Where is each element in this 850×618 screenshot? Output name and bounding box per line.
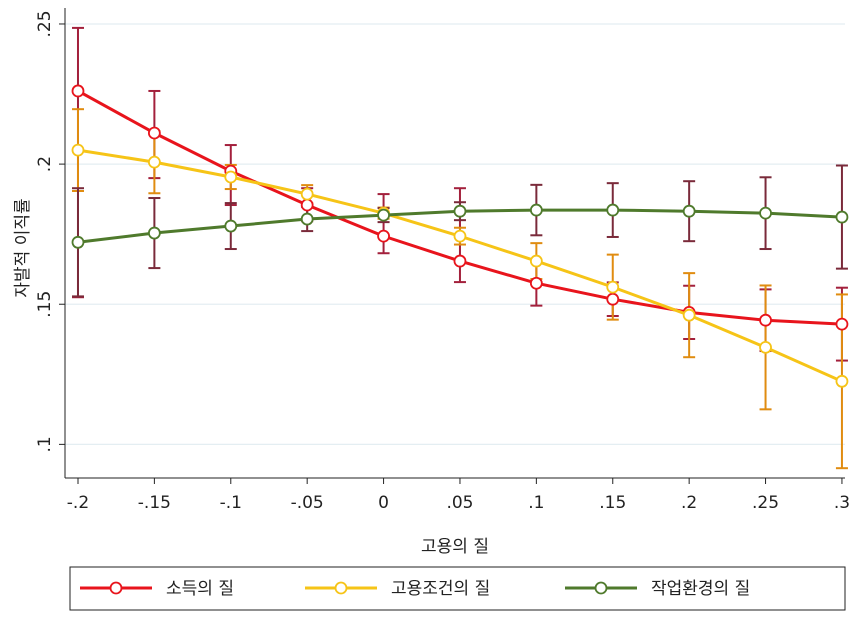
point: [835, 374, 849, 388]
x-tick-label: .3: [834, 493, 850, 513]
x-tick-label: .15: [599, 493, 626, 513]
x-tick-label: -.15: [138, 493, 171, 513]
point: [147, 226, 161, 240]
legend-marker: [109, 581, 123, 595]
point: [300, 198, 314, 212]
point: [682, 204, 696, 218]
point: [759, 340, 772, 354]
point: [529, 254, 543, 268]
x-axis-title: 고용의 질: [421, 537, 489, 557]
point: [759, 206, 772, 220]
x-tick-label: .25: [752, 493, 779, 513]
point: [606, 203, 620, 217]
x-tick-label: .1: [528, 493, 544, 513]
point: [147, 126, 161, 140]
point: [300, 212, 314, 226]
legend-box: [69, 566, 846, 611]
point: [453, 229, 467, 243]
x-tick-label: .05: [446, 493, 473, 513]
point: [377, 229, 390, 243]
point: [606, 292, 620, 306]
point: [300, 187, 314, 201]
point: [71, 143, 85, 157]
point: [835, 317, 849, 331]
x-tick-label: .2: [681, 493, 697, 513]
y-tick-label: .25: [35, 10, 55, 37]
point: [224, 170, 238, 184]
point: [453, 204, 467, 218]
x-tick-label: -.2: [67, 493, 89, 513]
point: [147, 155, 161, 169]
point: [529, 276, 543, 290]
x-tick-label: 0: [378, 493, 389, 513]
point: [606, 280, 620, 294]
point: [682, 308, 696, 322]
point: [759, 313, 772, 327]
point: [71, 235, 85, 249]
y-tick-label: .2: [35, 156, 55, 172]
point: [835, 210, 849, 224]
x-tick-label: -.05: [291, 493, 324, 513]
point: [377, 208, 390, 222]
error-bar: [377, 193, 390, 255]
point: [224, 219, 238, 233]
point: [529, 203, 543, 217]
legend-marker: [594, 581, 608, 595]
y-tick-label: .15: [35, 291, 55, 318]
y-axis-title: 자발적 이직률: [13, 198, 33, 297]
legend-marker: [334, 581, 348, 595]
point: [453, 254, 467, 268]
legend-label: 소득의 질: [166, 579, 234, 599]
legend-label: 작업환경의 질: [651, 579, 750, 599]
point: [71, 84, 85, 98]
legend-label: 고용조건의 질: [391, 579, 490, 599]
x-tick-label: -.1: [220, 493, 242, 513]
y-tick-label: .1: [35, 436, 55, 452]
